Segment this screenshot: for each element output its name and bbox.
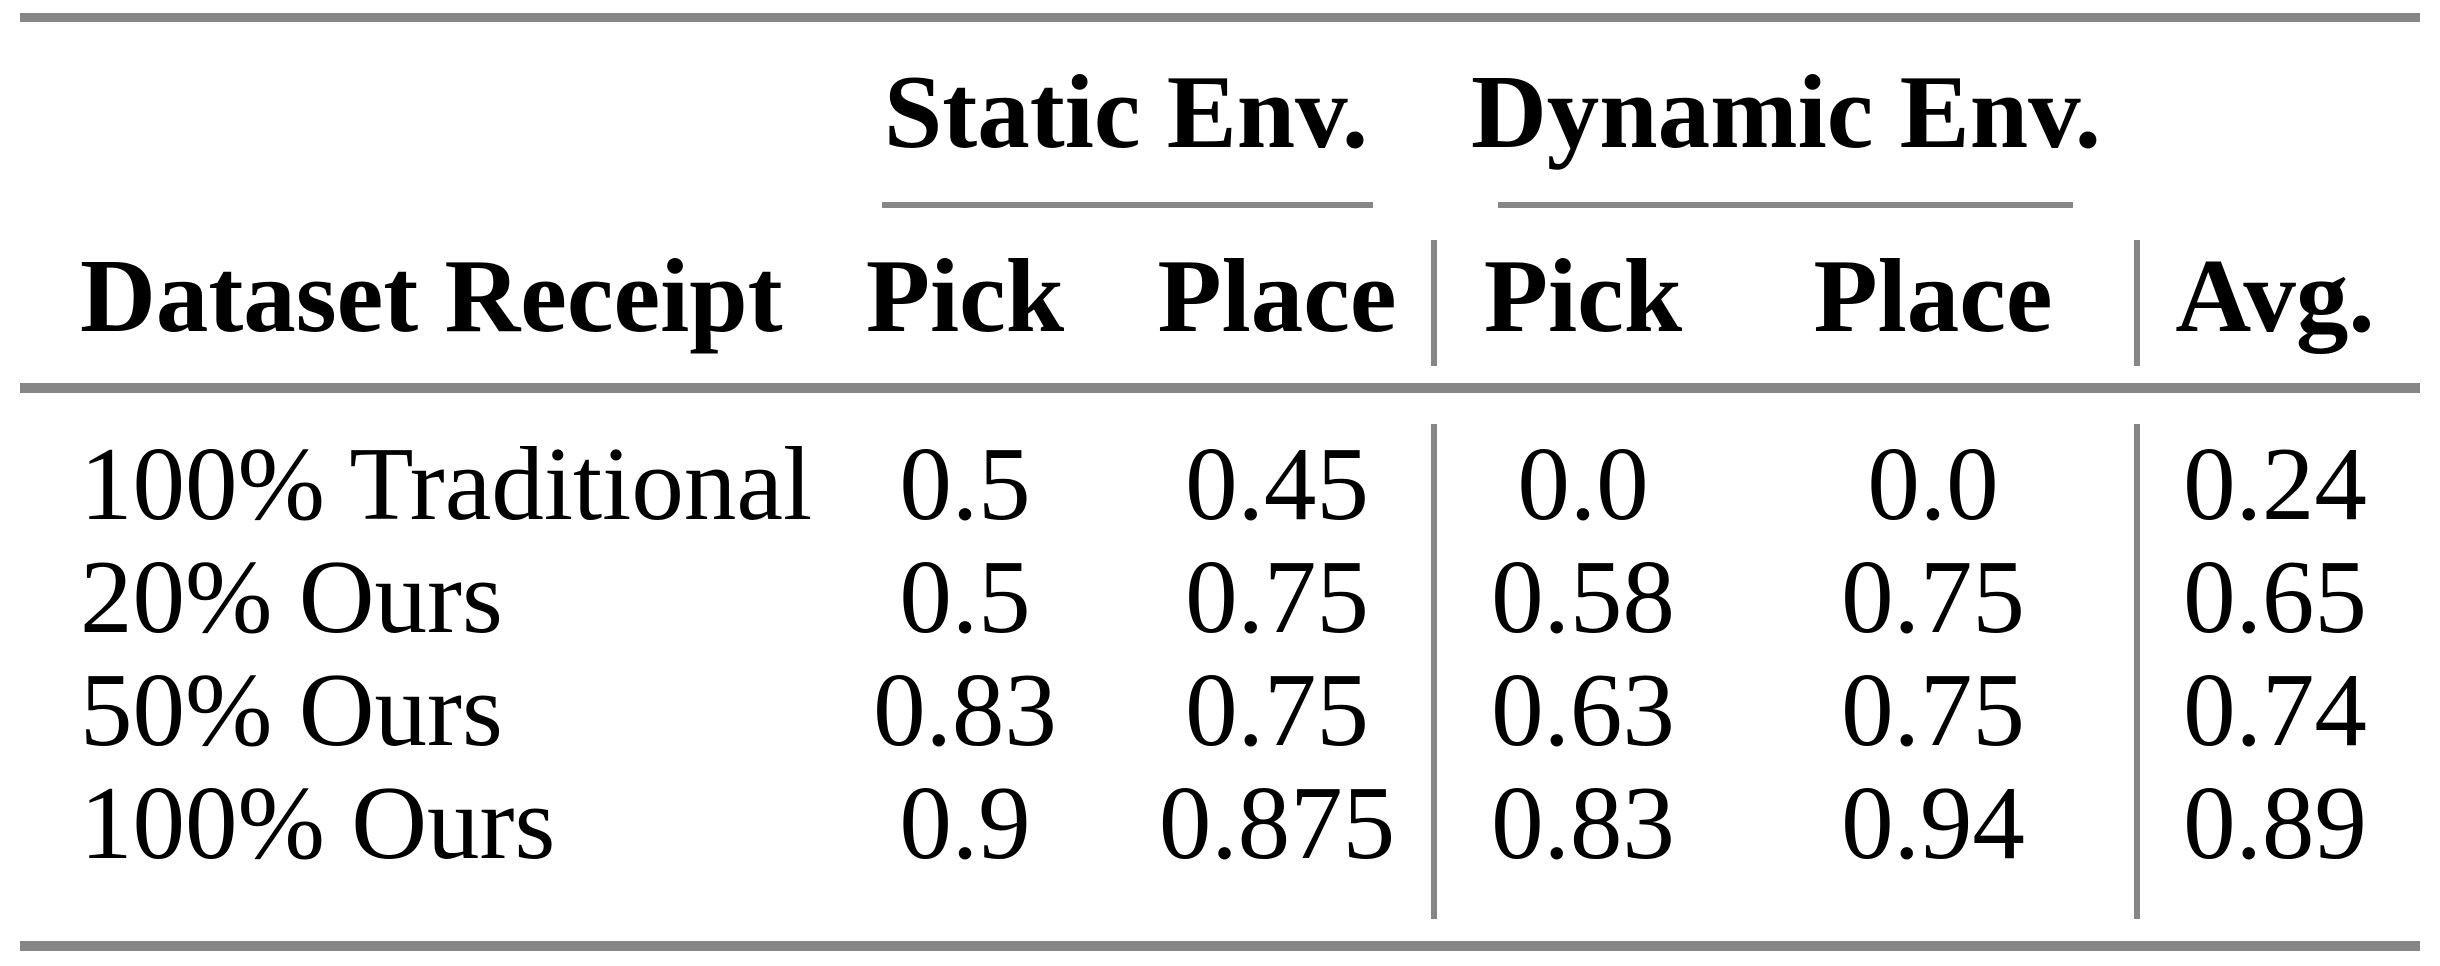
cell-20pct-ours-static-pick: 0.5 — [899, 538, 1031, 655]
cell-50pct-ours-dynamic-place: 0.75 — [1841, 651, 2025, 768]
cell-100pct-ours-static-place: 0.875 — [1158, 764, 1396, 881]
cell-100pct-traditional-static-pick: 0.5 — [899, 425, 1031, 542]
cell-100pct-ours-dynamic-pick: 0.83 — [1491, 764, 1675, 881]
vertical-rule-static-dynamic-body — [1431, 424, 1437, 919]
table-mid-rule — [20, 383, 2420, 393]
column-header-avg: Avg. — [2175, 237, 2375, 354]
row-label-100pct-ours: 100% Ours — [80, 764, 556, 881]
cell-100pct-ours-dynamic-place: 0.94 — [1841, 764, 2025, 881]
column-header-dynamic-place: Place — [1813, 237, 2053, 354]
cell-20pct-ours-static-place: 0.75 — [1185, 538, 1369, 655]
column-header-dynamic-pick: Pick — [1483, 237, 1683, 354]
row-label-50pct-ours: 50% Ours — [80, 651, 503, 768]
cell-50pct-ours-dynamic-pick: 0.63 — [1491, 651, 1675, 768]
cell-100pct-traditional-dynamic-place: 0.0 — [1867, 425, 1999, 542]
cell-100pct-ours-static-pick: 0.9 — [899, 764, 1031, 881]
cell-100pct-traditional-avg: 0.24 — [2183, 425, 2367, 542]
cell-100pct-traditional-static-place: 0.45 — [1185, 425, 1369, 542]
cell-100pct-traditional-dynamic-pick: 0.0 — [1517, 425, 1649, 542]
table-bottom-rule — [20, 941, 2420, 951]
column-header-static-pick: Pick — [865, 237, 1065, 354]
row-label-100pct-traditional: 100% Traditional — [80, 425, 813, 542]
column-group-static-env: Static Env. — [883, 53, 1369, 170]
vertical-rule-dynamic-avg-body — [2134, 424, 2140, 919]
column-header-static-place: Place — [1157, 237, 1397, 354]
cell-20pct-ours-dynamic-place: 0.75 — [1841, 538, 2025, 655]
vertical-rule-dynamic-avg-header — [2134, 240, 2140, 366]
cell-20pct-ours-dynamic-pick: 0.58 — [1491, 538, 1675, 655]
dynamic-env-underline-rule — [1498, 202, 2073, 208]
cell-50pct-ours-static-pick: 0.83 — [873, 651, 1057, 768]
column-header-dataset-receipt: Dataset Receipt — [80, 237, 783, 354]
cell-100pct-ours-avg: 0.89 — [2183, 764, 2367, 881]
column-group-dynamic-env: Dynamic Env. — [1470, 53, 2102, 170]
row-label-20pct-ours: 20% Ours — [80, 538, 503, 655]
cell-20pct-ours-avg: 0.65 — [2183, 538, 2367, 655]
cell-50pct-ours-avg: 0.74 — [2183, 651, 2367, 768]
cell-50pct-ours-static-place: 0.75 — [1185, 651, 1369, 768]
table-top-rule — [20, 13, 2420, 22]
static-env-underline-rule — [882, 202, 1373, 208]
vertical-rule-static-dynamic-header — [1431, 240, 1437, 366]
